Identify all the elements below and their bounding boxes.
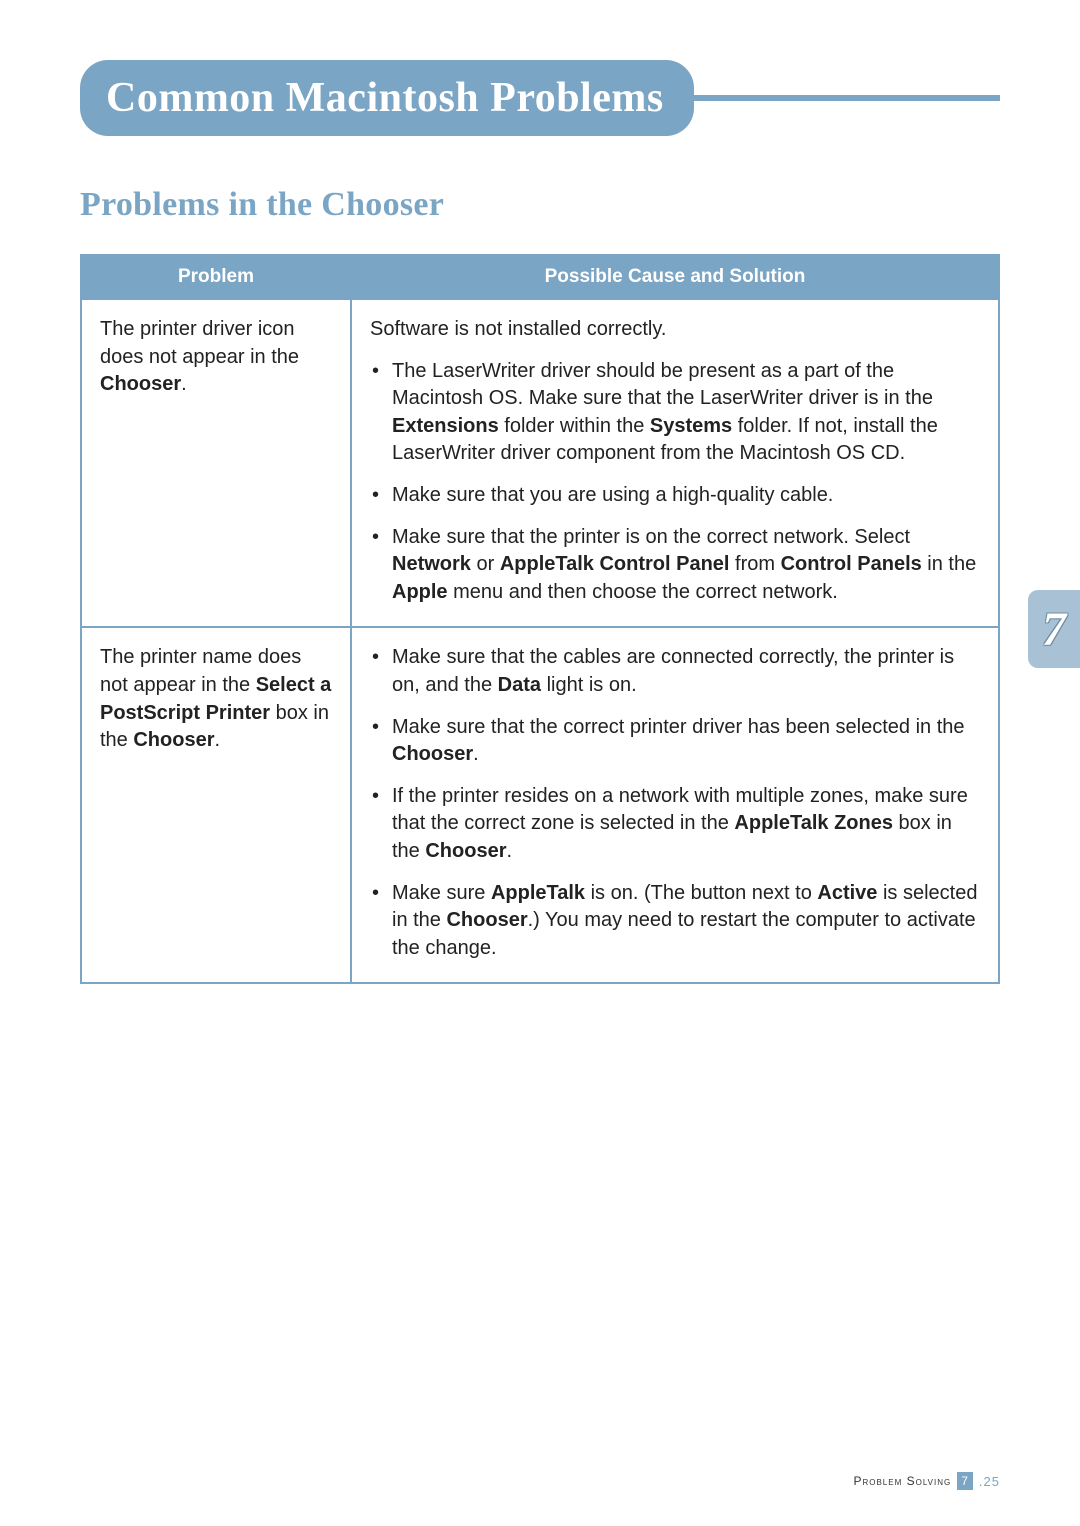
footer-chapter: 7 xyxy=(957,1472,973,1490)
solution-cell: Software is not installed correctly. The … xyxy=(351,299,999,627)
solution-item: Make sure that you are using a high-qual… xyxy=(370,482,980,510)
solution-item: Make sure that the printer is on the cor… xyxy=(370,524,980,607)
table-body: The printer driver icon does not appear … xyxy=(81,299,999,983)
solution-list: The LaserWriter driver should be present… xyxy=(370,358,980,607)
problem-cell: The printer driver icon does not appear … xyxy=(81,299,351,627)
solution-lead: Software is not installed correctly. xyxy=(370,316,980,344)
chapter-number: 7 xyxy=(1042,602,1066,657)
page-title: Common Macintosh Problems xyxy=(80,60,694,136)
table-row: The printer driver icon does not appear … xyxy=(81,299,999,627)
solution-item: The LaserWriter driver should be present… xyxy=(370,358,980,468)
solution-item: If the printer resides on a network with… xyxy=(370,783,980,866)
solution-list: Make sure that the cables are connected … xyxy=(370,644,980,962)
problem-cell: The printer name does not appear in the … xyxy=(81,627,351,983)
title-rule xyxy=(718,95,1000,101)
solution-item: Make sure that the correct printer drive… xyxy=(370,714,980,769)
footer-section: Problem Solving xyxy=(853,1474,951,1488)
page-footer: Problem Solving 7 .25 xyxy=(853,1472,1000,1490)
footer-page: .25 xyxy=(979,1474,1000,1489)
col-header-solution: Possible Cause and Solution xyxy=(351,255,999,299)
troubleshooting-table: Problem Possible Cause and Solution The … xyxy=(80,254,1000,984)
solution-item: Make sure that the cables are connected … xyxy=(370,644,980,699)
section-subtitle: Problems in the Chooser xyxy=(80,186,1000,224)
title-bar: Common Macintosh Problems xyxy=(80,60,1000,136)
chapter-side-tab: 7 xyxy=(1028,590,1080,668)
title-connector xyxy=(694,95,718,101)
col-header-problem: Problem xyxy=(81,255,351,299)
solution-item: Make sure AppleTalk is on. (The button n… xyxy=(370,880,980,963)
solution-cell: Make sure that the cables are connected … xyxy=(351,627,999,983)
table-row: The printer name does not appear in the … xyxy=(81,627,999,983)
